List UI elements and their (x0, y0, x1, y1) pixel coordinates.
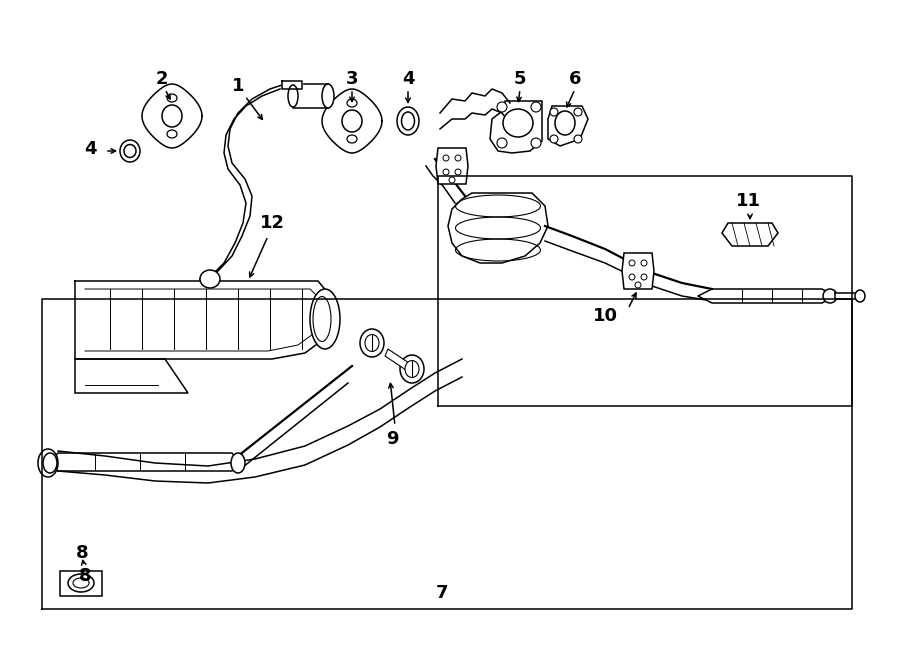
Polygon shape (622, 253, 654, 289)
Circle shape (443, 169, 449, 175)
Ellipse shape (313, 297, 331, 342)
Circle shape (443, 155, 449, 161)
Text: 7: 7 (436, 584, 448, 602)
Circle shape (550, 108, 558, 116)
Circle shape (635, 282, 641, 288)
Polygon shape (698, 289, 835, 303)
Polygon shape (142, 84, 202, 148)
Ellipse shape (310, 289, 340, 349)
Ellipse shape (73, 578, 89, 588)
Ellipse shape (38, 449, 58, 477)
Polygon shape (200, 83, 288, 279)
Polygon shape (282, 81, 302, 89)
Text: 8: 8 (78, 567, 91, 585)
Ellipse shape (360, 329, 384, 357)
Polygon shape (385, 349, 418, 376)
Circle shape (550, 135, 558, 143)
Polygon shape (48, 453, 240, 471)
Circle shape (641, 274, 647, 280)
Ellipse shape (365, 334, 379, 352)
Circle shape (531, 138, 541, 148)
Ellipse shape (167, 94, 177, 102)
Text: 12: 12 (259, 214, 284, 232)
Ellipse shape (347, 99, 357, 107)
Text: 10: 10 (592, 307, 617, 325)
Ellipse shape (124, 145, 136, 157)
Polygon shape (835, 293, 862, 299)
Text: 5: 5 (514, 70, 526, 88)
Text: 9: 9 (386, 430, 398, 448)
Ellipse shape (200, 270, 220, 288)
Circle shape (629, 274, 635, 280)
Polygon shape (322, 89, 382, 153)
Ellipse shape (823, 289, 837, 303)
Ellipse shape (322, 84, 334, 108)
Ellipse shape (397, 107, 419, 135)
Polygon shape (60, 571, 102, 596)
Ellipse shape (342, 110, 362, 132)
Ellipse shape (405, 360, 419, 377)
Ellipse shape (400, 355, 424, 383)
Circle shape (449, 177, 455, 183)
Circle shape (531, 102, 541, 112)
Ellipse shape (68, 574, 94, 592)
Polygon shape (448, 193, 548, 263)
Circle shape (497, 102, 507, 112)
Circle shape (455, 155, 461, 161)
Ellipse shape (555, 111, 575, 135)
Text: 11: 11 (735, 192, 760, 210)
Text: 4: 4 (84, 140, 96, 158)
Circle shape (629, 260, 635, 266)
Polygon shape (548, 106, 588, 146)
Text: 2: 2 (156, 70, 168, 88)
Text: 1: 1 (232, 77, 244, 95)
Polygon shape (75, 359, 188, 393)
Ellipse shape (855, 290, 865, 302)
Polygon shape (722, 223, 778, 246)
Polygon shape (75, 281, 328, 359)
Text: 4: 4 (401, 70, 414, 88)
Text: 8: 8 (76, 544, 88, 562)
Circle shape (497, 138, 507, 148)
Ellipse shape (288, 85, 298, 107)
Circle shape (641, 260, 647, 266)
Circle shape (455, 169, 461, 175)
Ellipse shape (167, 130, 177, 138)
Ellipse shape (43, 453, 57, 473)
Polygon shape (293, 84, 328, 108)
Polygon shape (436, 148, 468, 184)
Circle shape (574, 135, 582, 143)
Ellipse shape (162, 105, 182, 127)
Ellipse shape (347, 135, 357, 143)
Text: 6: 6 (569, 70, 581, 88)
Ellipse shape (120, 140, 140, 162)
Ellipse shape (503, 109, 533, 137)
Ellipse shape (401, 112, 415, 130)
Polygon shape (490, 101, 542, 153)
Ellipse shape (231, 453, 245, 473)
Circle shape (574, 108, 582, 116)
Text: 3: 3 (346, 70, 358, 88)
